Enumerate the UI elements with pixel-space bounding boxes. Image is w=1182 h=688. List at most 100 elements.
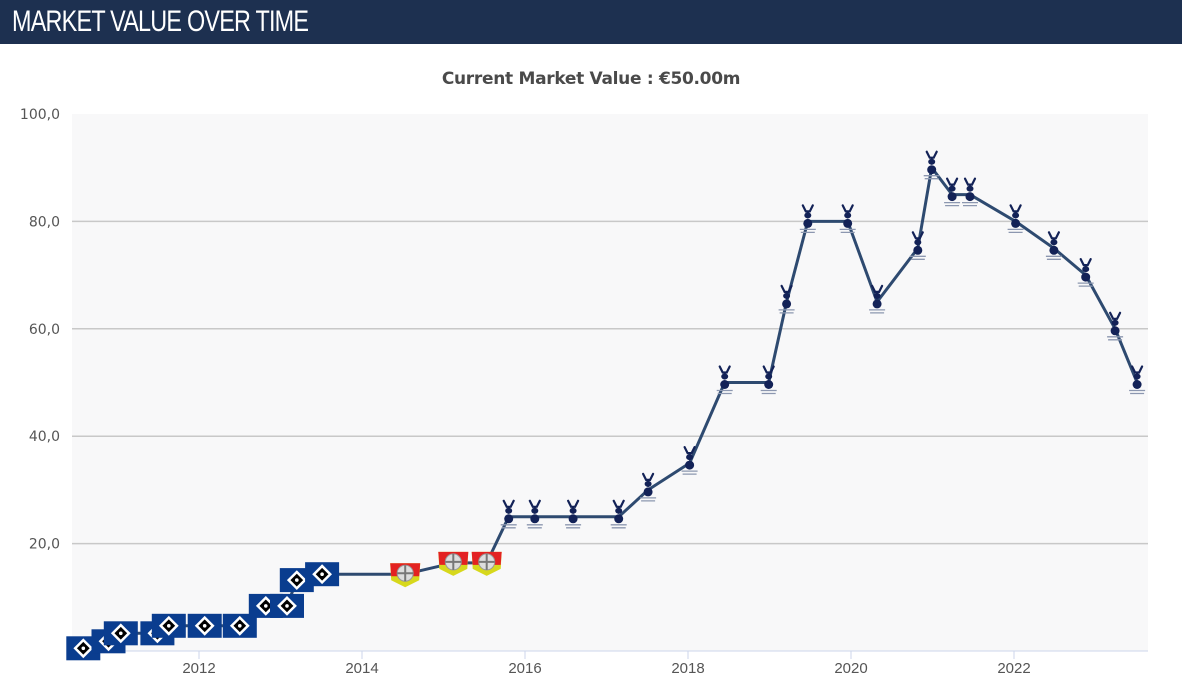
data-point-tottenham bbox=[565, 499, 582, 529]
hsv-dot bbox=[119, 631, 123, 636]
data-point-leverkusen bbox=[471, 551, 502, 576]
data-point-tottenham bbox=[909, 231, 926, 260]
tottenham-cockerel-body bbox=[928, 158, 936, 165]
data-point-tottenham bbox=[1077, 258, 1094, 287]
x-tick-label: 2022 bbox=[997, 660, 1030, 677]
tottenham-ball bbox=[1132, 380, 1142, 389]
data-point-tottenham bbox=[500, 499, 517, 529]
tottenham-banner bbox=[799, 228, 816, 234]
tottenham-banner bbox=[526, 524, 543, 529]
data-point-tottenham bbox=[640, 472, 657, 502]
tottenham-ball bbox=[803, 218, 813, 228]
hsv-dot bbox=[285, 604, 289, 608]
data-point-tottenham bbox=[526, 499, 543, 529]
tottenham-banner bbox=[1045, 255, 1062, 260]
plot-background bbox=[72, 114, 1148, 651]
tottenham-cockerel-body bbox=[844, 212, 852, 219]
hsv-dot bbox=[295, 578, 299, 582]
data-point-tottenham bbox=[681, 446, 698, 475]
tottenham-cockerel-body bbox=[914, 239, 922, 246]
data-point-tottenham bbox=[1045, 231, 1062, 260]
chart-title: Current Market Value : €50.00m bbox=[441, 69, 741, 89]
tottenham-cockerel-body bbox=[783, 292, 791, 299]
tottenham-ball bbox=[504, 514, 514, 524]
leverkusen-cross bbox=[397, 565, 414, 582]
x-tick-label: 2016 bbox=[508, 660, 541, 677]
tottenham-cockerel-body bbox=[721, 373, 729, 380]
tottenham-banner bbox=[1107, 336, 1124, 341]
tottenham-ball bbox=[782, 299, 792, 309]
tottenham-cockerel-body bbox=[1082, 266, 1090, 273]
tottenham-cockerel-body bbox=[644, 480, 652, 487]
y-tick-label: 40,0 bbox=[29, 429, 60, 445]
data-point-tottenham bbox=[923, 150, 940, 180]
tottenham-ball bbox=[685, 460, 695, 470]
tottenham-ball bbox=[965, 192, 975, 202]
tottenham-ball bbox=[568, 514, 578, 524]
tottenham-cockerel-body bbox=[966, 185, 974, 192]
tottenham-banner bbox=[869, 309, 886, 314]
data-point-tottenham bbox=[1107, 311, 1124, 341]
tottenham-ball bbox=[530, 514, 540, 524]
tottenham-cockerel-body bbox=[948, 185, 956, 192]
tottenham-cockerel-body bbox=[531, 507, 539, 514]
data-point-tottenham bbox=[869, 284, 886, 314]
tottenham-ball bbox=[1011, 218, 1021, 228]
section-title: MARKET VALUE OVER TIME bbox=[12, 5, 309, 38]
tottenham-banner bbox=[640, 497, 657, 502]
y-tick-label: 80,0 bbox=[29, 214, 60, 230]
hsv-dot bbox=[264, 604, 268, 608]
data-point-hsv bbox=[187, 613, 222, 638]
data-point-tottenham bbox=[716, 365, 733, 395]
x-tick-label: 2014 bbox=[345, 660, 378, 677]
tottenham-cockerel-body bbox=[1133, 373, 1141, 380]
section-header: MARKET VALUE OVER TIME bbox=[0, 0, 1182, 44]
tottenham-ball bbox=[764, 380, 774, 389]
tottenham-banner bbox=[944, 201, 961, 207]
tottenham-banner bbox=[565, 524, 582, 529]
leverkusen-cross bbox=[445, 553, 462, 570]
tottenham-cockerel-body bbox=[873, 292, 881, 299]
data-point-hsv bbox=[103, 621, 138, 646]
data-point-leverkusen bbox=[438, 551, 469, 576]
data-point-tottenham bbox=[839, 204, 856, 234]
data-point-tottenham bbox=[962, 177, 978, 207]
data-point-hsv bbox=[270, 593, 304, 618]
tottenham-banner bbox=[500, 524, 517, 529]
data-point-tottenham bbox=[799, 204, 816, 234]
tottenham-ball bbox=[1049, 245, 1059, 255]
tottenham-ball bbox=[927, 165, 937, 175]
y-tick-label: 20,0 bbox=[29, 537, 60, 553]
y-tick-label: 100,0 bbox=[20, 107, 60, 123]
data-point-hsv bbox=[305, 562, 340, 587]
x-tick-label: 2020 bbox=[834, 660, 867, 677]
hsv-dot bbox=[167, 624, 171, 628]
tottenham-cockerel-body bbox=[615, 507, 623, 514]
tottenham-ball bbox=[1081, 272, 1091, 282]
data-point-leverkusen bbox=[390, 563, 421, 588]
tottenham-banner bbox=[839, 228, 856, 234]
y-tick-label: 60,0 bbox=[29, 322, 60, 338]
markers-group bbox=[66, 150, 1146, 661]
tottenham-cockerel-body bbox=[505, 507, 513, 514]
tottenham-cockerel-body bbox=[569, 507, 577, 514]
y-axis: 20,0 40,0 60,0 80,0 100,0 bbox=[20, 107, 60, 553]
data-point-tottenham bbox=[944, 177, 961, 207]
x-tick-label: 2018 bbox=[671, 660, 704, 677]
tottenham-ball bbox=[947, 192, 957, 202]
tottenham-ball bbox=[872, 299, 882, 309]
tottenham-cockerel-body bbox=[686, 454, 694, 461]
data-point-tottenham bbox=[1129, 365, 1146, 395]
tottenham-banner bbox=[1007, 228, 1024, 234]
tottenham-banner bbox=[778, 309, 795, 314]
tottenham-ball bbox=[720, 380, 730, 389]
tottenham-banner bbox=[1077, 282, 1094, 287]
data-point-tottenham bbox=[1007, 204, 1024, 234]
data-point-tottenham bbox=[610, 499, 627, 529]
tottenham-banner bbox=[716, 389, 733, 395]
hsv-dot bbox=[238, 624, 242, 628]
data-point-tottenham bbox=[778, 284, 795, 314]
tottenham-ball bbox=[843, 218, 853, 228]
x-axis: 2012 2014 2016 2018 2020 2022 bbox=[182, 651, 1031, 677]
